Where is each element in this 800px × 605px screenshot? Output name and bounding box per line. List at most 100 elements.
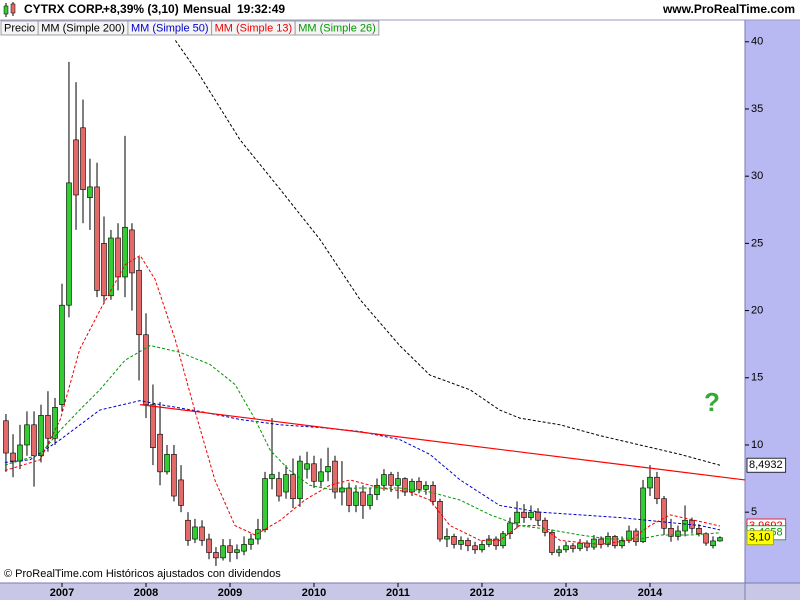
candle-body [367,494,373,506]
y-tick-label: 40 [751,36,763,48]
y-tick-label: 30 [751,170,763,182]
legend-entry: MM (Simple 50) [131,22,209,34]
candle-body [248,538,254,545]
candle-body [493,538,499,547]
candle-body [423,484,429,490]
candle-body [479,544,485,551]
candle-body [108,237,114,297]
candle-body [605,536,611,545]
y-tick-label: 35 [751,103,763,115]
candle-body [710,540,716,547]
candle-body [451,536,457,545]
candle-body [577,542,583,549]
candle-body [31,424,37,457]
candle-body [206,538,212,553]
annotation: ? [704,387,720,417]
candle-body [591,538,597,548]
candle-body [150,404,156,448]
x-tick-label: 2010 [302,587,326,599]
candle-body [633,530,639,543]
candle-body [332,460,338,493]
candle-body [717,537,723,542]
candle-body [521,511,527,518]
candle-body [661,498,667,529]
candle-body [472,545,478,551]
candle-body [612,536,618,547]
candle-body [395,478,401,486]
candle-body [647,476,653,489]
candle-body [388,474,394,486]
candle-body [374,484,380,495]
legend-entry: Precio [4,22,35,34]
candle-body [17,444,23,462]
y-tick-label: 25 [751,237,763,249]
legend-entry: MM (Simple 13) [215,22,293,34]
candle-body [458,540,464,545]
moving-average [4,254,721,545]
candle-body [682,519,688,532]
source: www.ProRealTime.com [662,2,795,16]
y-tick-label: 15 [751,372,763,384]
legend-entry: MM (Simple 200) [41,22,125,34]
candle-body [514,511,520,524]
candle-body [584,542,590,548]
candle-body [136,269,142,336]
candle-body [325,466,331,473]
moving-average [174,40,721,466]
y-tick-label: 5 [751,506,757,518]
candle-body [444,536,450,540]
candle-body [276,478,282,497]
y-axis-panel [745,20,800,583]
candle-body [192,526,198,540]
trend-line [140,404,745,481]
legend-entry: MM (Simple 26) [298,22,376,34]
candle-body [304,463,310,470]
candle-body [556,549,562,553]
moving-average [4,344,721,540]
candle-body [283,474,289,493]
candle-body [143,334,149,405]
candle-body [10,452,16,462]
candle-body [227,545,233,553]
candle-body [24,424,30,446]
candle-body [45,415,51,439]
candle-body [185,519,191,541]
candle-body [486,538,492,545]
candle-body [668,527,674,537]
title: CYTRX CORP. [24,2,104,16]
candle-body [654,476,660,500]
x-axis-panel [0,583,800,600]
candle-body [353,491,359,506]
candle-body [80,127,86,190]
candle-body [178,479,184,506]
candle-body [402,478,408,493]
candle-body [164,454,170,473]
x-tick-label: 2013 [554,587,578,599]
candle-body [570,545,576,549]
header-icon [3,2,16,17]
value-label: 8,4932 [749,459,783,471]
y-tick-label: 20 [751,304,763,316]
candle-body [122,226,128,278]
candle-body [157,433,163,473]
candle-body [311,463,317,482]
candle-body [416,480,422,490]
candle-body [101,243,107,297]
candle-body [528,511,534,518]
candle-body [318,471,324,482]
candle-body [129,229,135,274]
plot [3,40,745,566]
candle-body [598,538,604,545]
candle-body [563,545,569,551]
candle-body [619,540,625,547]
change: +8,39% (3,10) [103,2,179,16]
candle-body [339,487,345,493]
candle-body [346,487,352,506]
candle-body [234,549,240,553]
candle-body [409,480,415,493]
legend-box [294,20,380,36]
candle-body [66,182,72,306]
candle-body [381,474,387,486]
